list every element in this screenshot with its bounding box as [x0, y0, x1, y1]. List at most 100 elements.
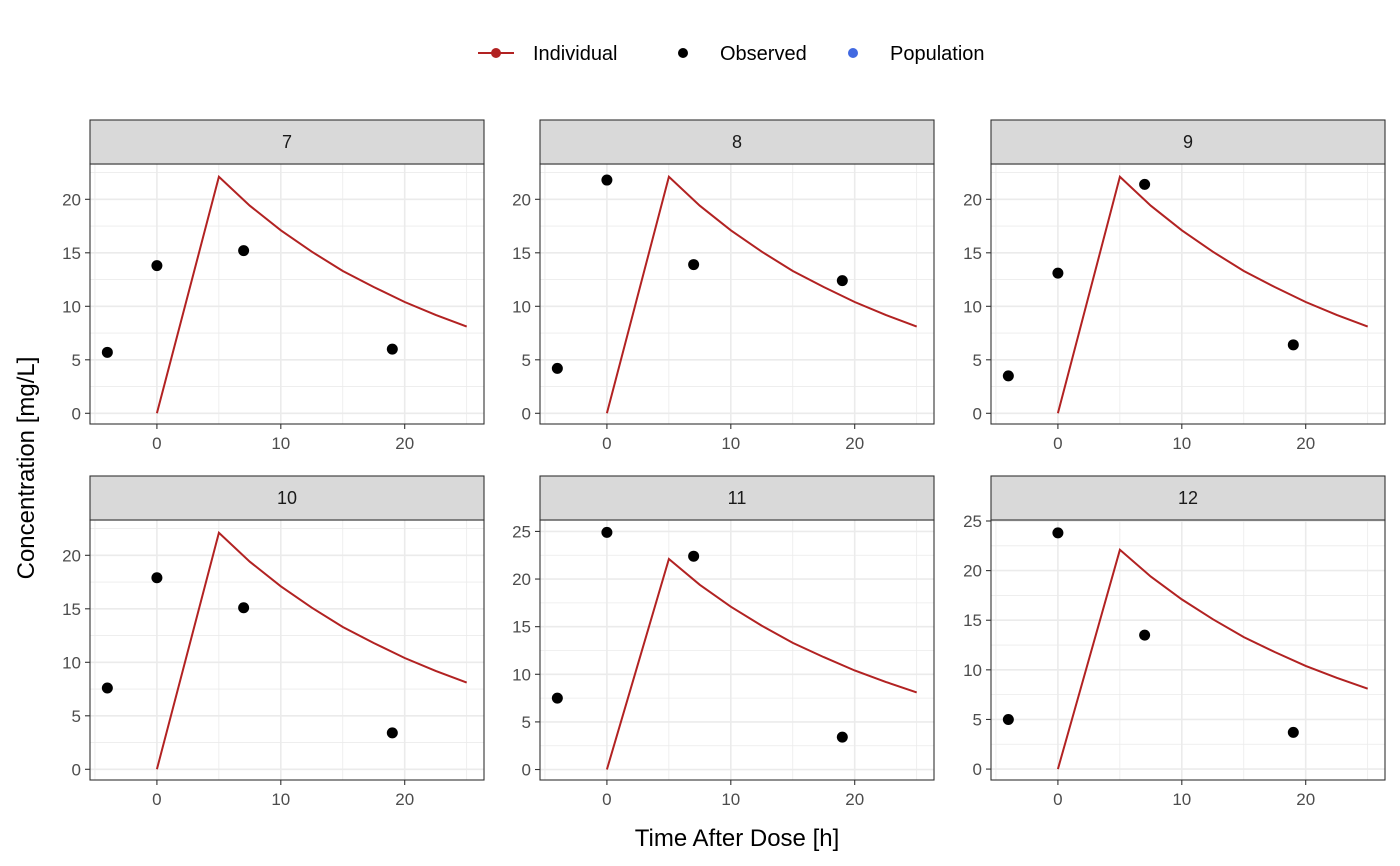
- x-tick-label: 20: [395, 790, 414, 809]
- individual-curve: [1056, 548, 1369, 770]
- x-tick-label: 10: [721, 790, 740, 809]
- x-tick-label: 10: [271, 790, 290, 809]
- observed-point: [1287, 726, 1299, 738]
- y-tick-label: 20: [512, 570, 531, 589]
- panel-background: [991, 520, 1385, 780]
- observed-point: [1052, 267, 1064, 279]
- x-tick-label: 20: [1296, 434, 1315, 453]
- observed-point: [601, 526, 613, 538]
- x-tick-label: 0: [152, 790, 161, 809]
- observed-point: [1287, 339, 1299, 351]
- y-tick-label: 15: [62, 244, 81, 263]
- y-tick-label: 15: [512, 244, 531, 263]
- facet-strip-label: 7: [282, 132, 292, 152]
- observed-point: [1002, 713, 1014, 725]
- observed-point: [151, 260, 163, 272]
- legend-label: Individual: [533, 43, 618, 65]
- legend-item-observed: Observed: [678, 43, 807, 65]
- y-tick-label: 25: [512, 522, 531, 541]
- y-tick-label: 15: [963, 244, 982, 263]
- observed-point: [836, 731, 848, 743]
- y-tick-label: 15: [963, 611, 982, 630]
- observed-point: [836, 275, 848, 287]
- observed-point: [551, 692, 563, 704]
- y-tick-label: 10: [963, 297, 982, 316]
- y-tick-label: 10: [963, 661, 982, 680]
- observed-point: [101, 682, 113, 694]
- y-tick-label: 20: [963, 562, 982, 581]
- y-tick-label: 5: [72, 351, 81, 370]
- panel-background: [90, 520, 484, 780]
- y-tick-label: 5: [973, 710, 982, 729]
- x-tick-label: 20: [845, 790, 864, 809]
- individual-curve: [155, 174, 468, 414]
- x-tick-label: 10: [721, 434, 740, 453]
- legend-item-population: Population: [848, 43, 985, 65]
- legend-item-individual: Individual: [478, 43, 618, 65]
- x-axis-title: Time After Dose [h]: [635, 825, 840, 852]
- observed-point: [688, 550, 700, 562]
- x-tick-label: 20: [1296, 790, 1315, 809]
- observed-point: [238, 245, 250, 257]
- facet-strip: [89, 119, 485, 165]
- legend: Individual Observed Population: [478, 43, 985, 65]
- panel-9: 9 0 5 10 15 20 0 10 20: [963, 119, 1386, 453]
- individual-curve: [605, 557, 918, 770]
- x-tick-label: 10: [1172, 790, 1191, 809]
- legend-point-marker: [678, 48, 688, 58]
- y-tick-label: 5: [72, 707, 81, 726]
- y-tick-label: 10: [512, 297, 531, 316]
- y-tick-label: 0: [522, 761, 531, 780]
- x-tick-label: 20: [395, 434, 414, 453]
- observed-point: [1139, 178, 1151, 190]
- y-tick-label: 0: [522, 404, 531, 423]
- y-tick-label: 20: [963, 190, 982, 209]
- legend-label: Observed: [720, 43, 807, 65]
- y-tick-label: 0: [973, 404, 982, 423]
- panel-7: 7 0 5 10 15 20 0 10 20: [62, 119, 485, 453]
- y-tick-label: 10: [62, 653, 81, 672]
- y-tick-label: 5: [973, 351, 982, 370]
- x-tick-label: 20: [845, 434, 864, 453]
- facet-strip-label: 9: [1183, 132, 1193, 152]
- individual-curve: [1056, 174, 1369, 414]
- y-tick-label: 0: [72, 404, 81, 423]
- y-tick-label: 20: [62, 190, 81, 209]
- panel-background: [90, 164, 484, 424]
- x-tick-label: 0: [1053, 434, 1062, 453]
- individual-curve: [605, 174, 918, 414]
- facet-strip: [539, 119, 935, 165]
- observed-point: [601, 174, 613, 186]
- x-tick-label: 10: [271, 434, 290, 453]
- y-tick-label: 25: [963, 512, 982, 531]
- panel-background: [991, 164, 1385, 424]
- y-tick-label: 5: [522, 713, 531, 732]
- x-tick-label: 0: [602, 790, 611, 809]
- observed-point: [688, 259, 700, 271]
- y-tick-label: 10: [62, 297, 81, 316]
- y-tick-label: 20: [62, 546, 81, 565]
- facet-strip-label: 12: [1178, 488, 1198, 508]
- y-tick-label: 5: [522, 351, 531, 370]
- facet-strip: [539, 475, 935, 521]
- observed-point: [1139, 629, 1151, 641]
- panel-background: [540, 164, 934, 424]
- observed-point: [1052, 527, 1064, 539]
- facet-strip-label: 11: [728, 488, 747, 508]
- panel-11: 11 0 5 10 15 20 25 0 10 20: [512, 475, 935, 809]
- observed-point: [386, 343, 398, 355]
- individual-curve: [155, 530, 468, 770]
- observed-point: [386, 727, 398, 739]
- x-tick-label: 10: [1172, 434, 1191, 453]
- observed-point: [1002, 370, 1014, 382]
- legend-label: Population: [890, 43, 985, 65]
- observed-point: [551, 362, 563, 374]
- panel-8: 8 0 5 10 15 20 0 10 20: [512, 119, 935, 453]
- facet-strip-label: 10: [277, 488, 297, 508]
- facet-strip: [990, 475, 1386, 521]
- observed-point: [151, 572, 163, 584]
- y-tick-label: 0: [72, 760, 81, 779]
- y-tick-label: 20: [512, 190, 531, 209]
- x-tick-label: 0: [152, 434, 161, 453]
